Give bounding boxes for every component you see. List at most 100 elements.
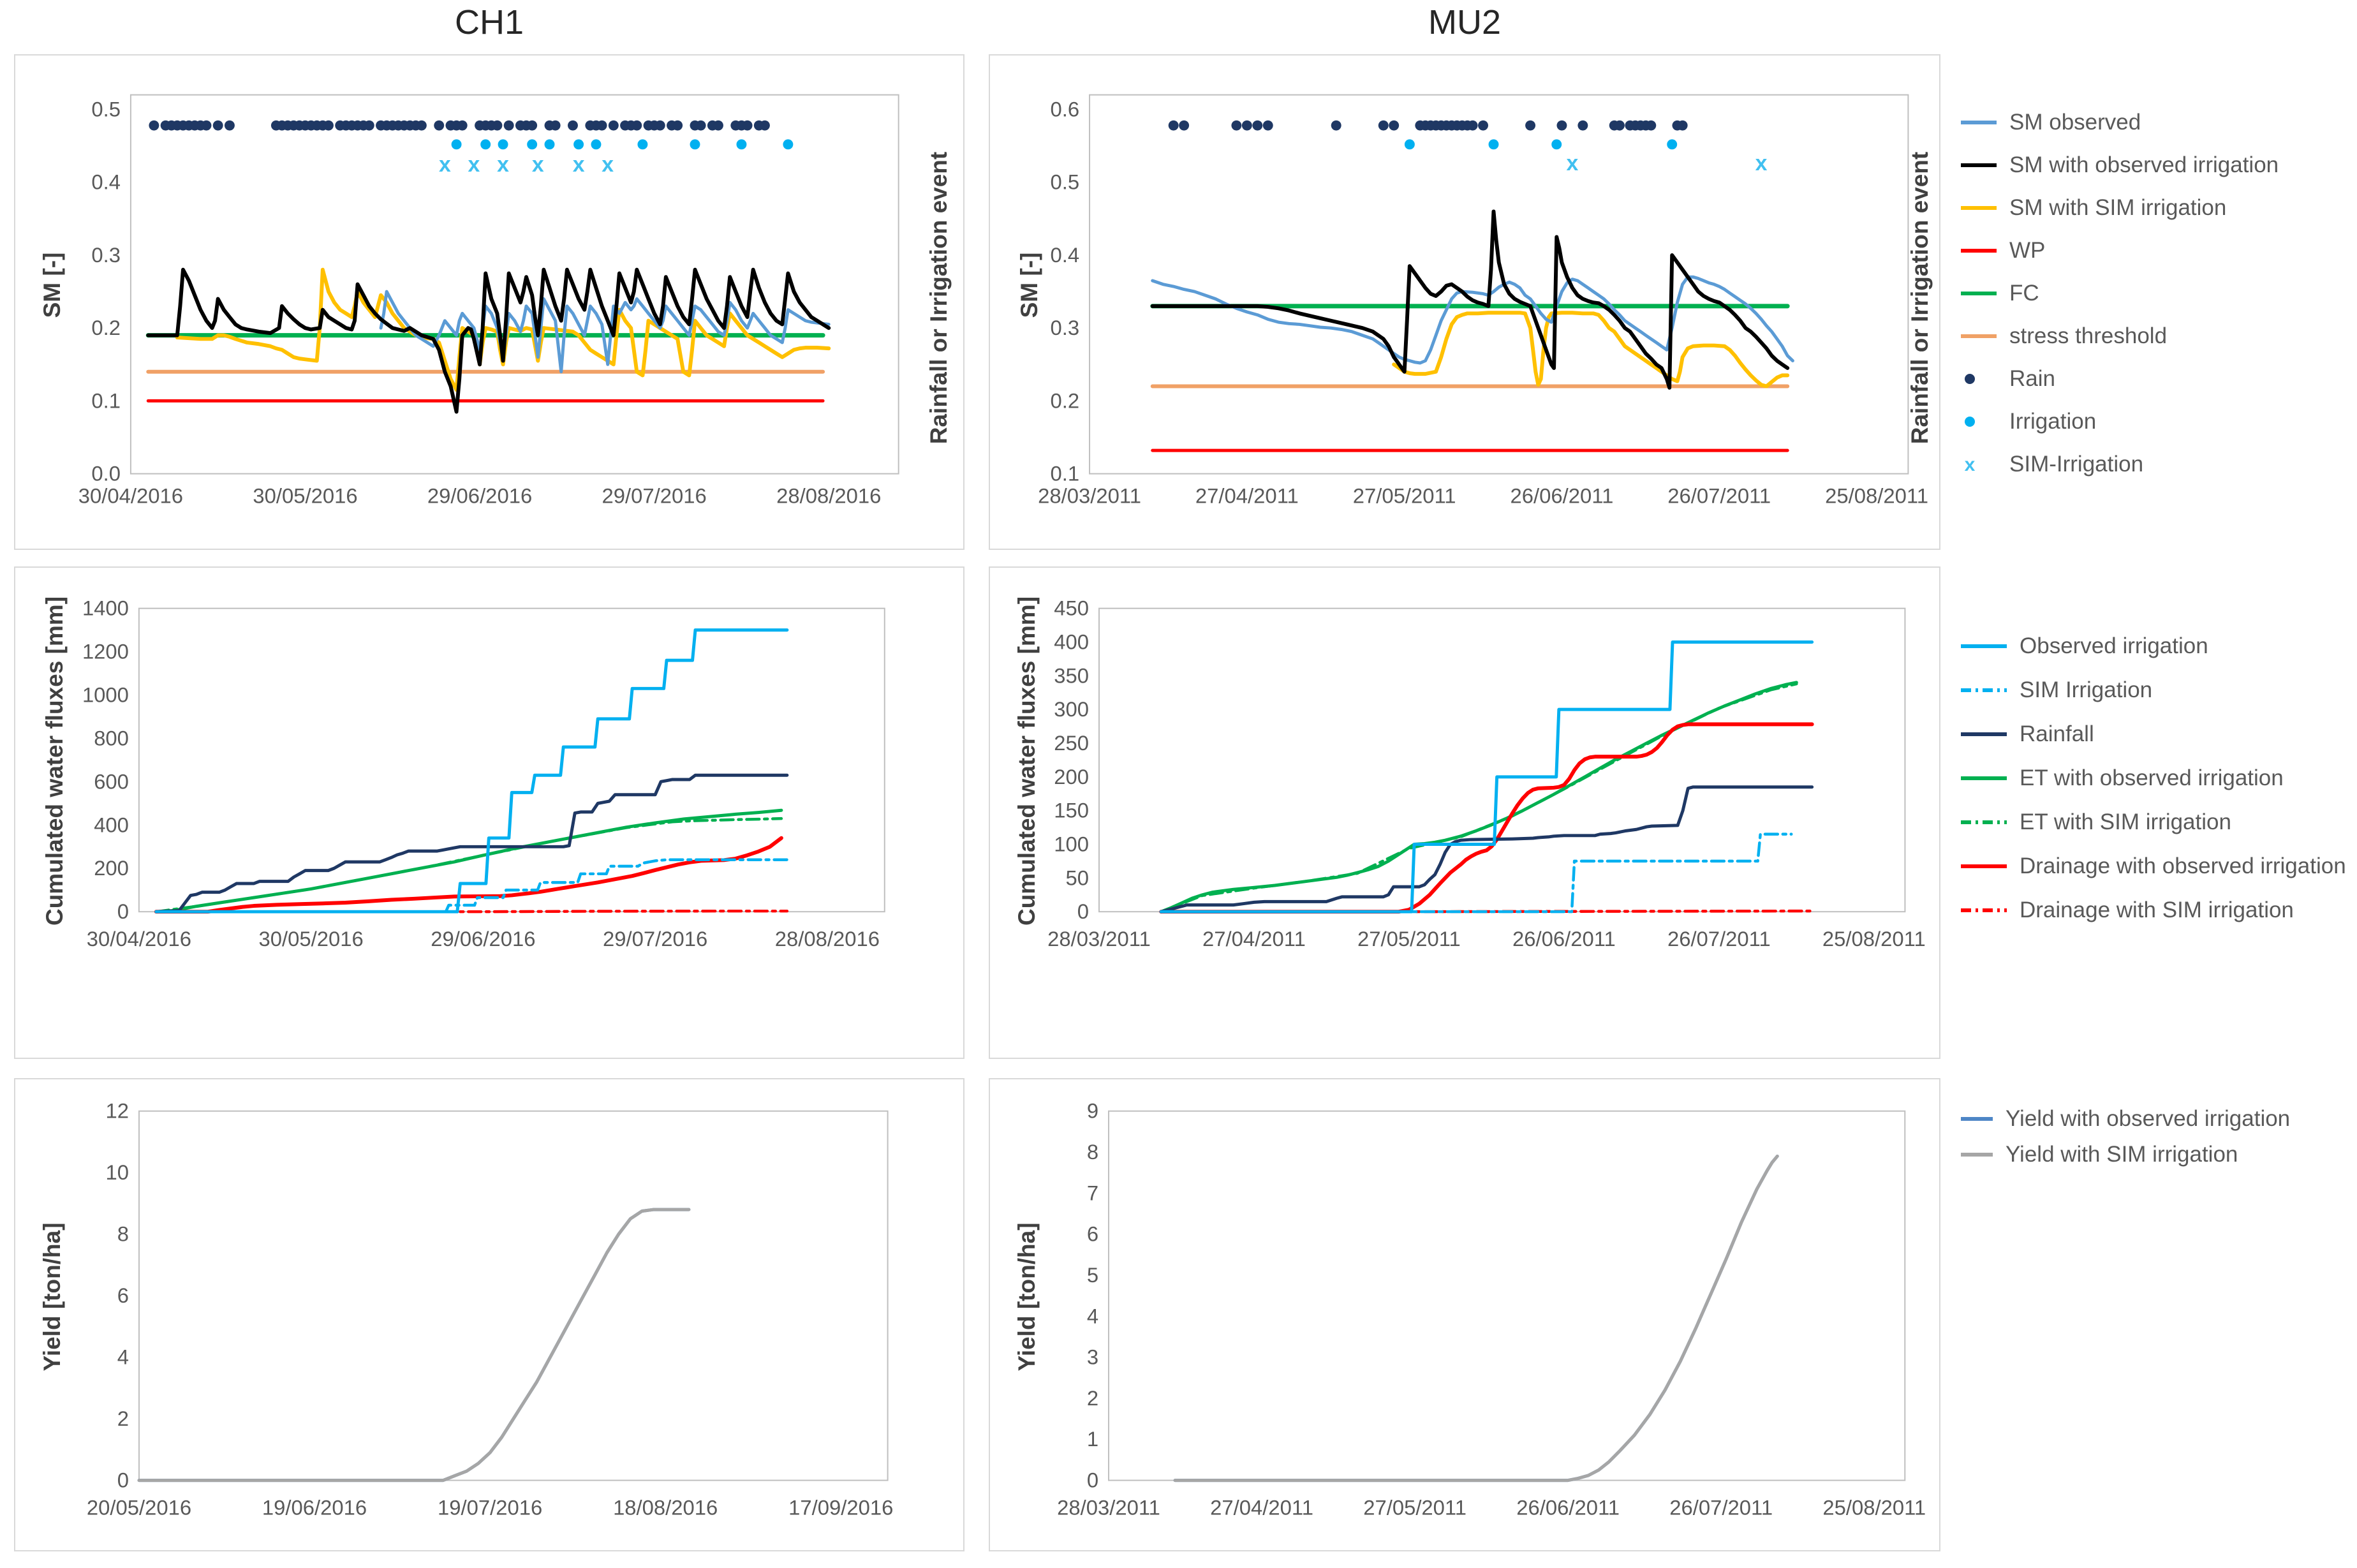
irrigation-marker (573, 139, 584, 150)
x-tick-label: 26/07/2011 (1669, 1495, 1773, 1519)
plot-area (138, 1110, 889, 1481)
sim-irrigation-marker: x (602, 152, 614, 177)
x-tick-label: 27/05/2011 (1363, 1495, 1467, 1519)
y-tick-label: 0.1 (91, 388, 121, 412)
irrigation-marker (480, 139, 491, 150)
irrigation-marker (783, 139, 794, 150)
rain-marker (1677, 120, 1688, 131)
y-tick-label: 9 (1087, 1099, 1098, 1123)
legend-line-swatch-icon (1961, 120, 1997, 124)
rain-marker (1241, 120, 1252, 131)
x-tick-label: 27/05/2011 (1353, 484, 1456, 507)
y-tick-label: 6 (117, 1283, 129, 1307)
legend-item-drainage-with-sim-irrigation: Drainage with SIM irrigation (1960, 888, 2346, 932)
x-tick-label: 28/03/2011 (1038, 484, 1141, 507)
plot-area (138, 607, 885, 913)
x-tick-label: 25/08/2011 (1825, 484, 1928, 507)
rain-marker (1262, 120, 1273, 131)
rain-marker (1525, 120, 1536, 131)
x-tick-label: 19/06/2016 (262, 1495, 367, 1519)
rain-marker (457, 120, 468, 131)
legend-line-swatch-icon (1961, 1117, 1993, 1121)
plot-area (1098, 607, 1906, 913)
y-tick-label: 0 (1087, 1468, 1098, 1492)
flux-chart-ch1: 0 200 400 600 800 1000 1200 1400 30/04/2016 30/05… (82, 596, 885, 950)
y-tick-label: 2 (1087, 1386, 1098, 1410)
rain-marker (1556, 120, 1567, 131)
legend-label: SIM Irrigation (2020, 677, 2153, 702)
legend-item-fc: FC (1960, 272, 2279, 314)
panel-mu2-flux: 0 50 100 150 200 250 300 350 400 450 28/03/2011 27/… (989, 566, 1940, 1059)
legend-line-swatch-icon (1961, 1153, 1993, 1157)
rain-marker (1646, 120, 1657, 131)
legend-line-swatch-icon (1961, 248, 1997, 253)
y-tick-label: 3 (1087, 1345, 1098, 1369)
rain-marker (201, 120, 212, 131)
legend-label: ET with SIM irrigation (2020, 809, 2231, 834)
legend-item-irrigation: Irrigation (1960, 400, 2279, 443)
plot-area (1089, 94, 1909, 475)
rain-marker (1378, 120, 1389, 131)
column-title-mu2: MU2 (1428, 3, 1501, 41)
plot-area (1108, 1110, 1906, 1481)
sm-chart-ch1: 0.0 0.1 0.2 0.3 0.4 0.5 30/04/2016 30/05/2016 29… (78, 94, 899, 507)
series-yield-with-sim-irrigation (137, 1208, 691, 1483)
legend-line-swatch-icon (1961, 334, 1997, 338)
legend-sm-charts: SM observed SM with observed irrigation SM… (1960, 101, 2279, 485)
right-axis-label: Rainfall or Irrigation event (1907, 151, 1933, 445)
rain-marker (608, 120, 619, 131)
y-tick-label: 150 (1054, 799, 1089, 822)
rain-marker (1614, 120, 1625, 131)
panel-ch1-sm: 0.0 0.1 0.2 0.3 0.4 0.5 30/04/2016 30/05/2016 29… (14, 54, 964, 550)
x-tick-label: 30/05/2016 (253, 484, 357, 507)
sim-irrigation-marker: x (532, 152, 544, 177)
series-sm-with-observed-irrigation (1150, 209, 1790, 390)
rain-marker (695, 120, 706, 131)
sim-irrigation-marker: x (468, 152, 480, 177)
irrigation-marker (451, 139, 462, 150)
y-tick-label: 1400 (82, 596, 129, 620)
x-tick-label: 17/09/2016 (788, 1495, 893, 1519)
legend-label: Observed irrigation (2020, 633, 2208, 658)
x-tick-label: 28/08/2016 (775, 927, 880, 950)
panel-ch1-flux: 0 200 400 600 800 1000 1200 1400 30/04/2016 30/05… (14, 566, 964, 1059)
rain-marker (550, 120, 561, 131)
y-tick-label: 450 (1054, 596, 1089, 620)
sim-irrigation-marker: x (1566, 151, 1578, 175)
x-tick-label: 27/04/2011 (1210, 1495, 1313, 1519)
y-tick-label: 8 (1087, 1140, 1098, 1164)
legend-item-rainfall: Rainfall (1960, 712, 2346, 756)
y-tick-label: 1200 (82, 640, 129, 663)
x-tick-label: 29/06/2016 (427, 484, 532, 507)
series-drainage-with-observed-irrigation (1159, 722, 1814, 914)
y-tick-label: 0.4 (1050, 243, 1079, 267)
legend-label: stress threshold (2009, 323, 2168, 348)
x-tick-label: 28/08/2016 (776, 484, 881, 507)
series-rainfall (154, 773, 789, 913)
x-tick-label: 20/05/2016 (87, 1495, 191, 1519)
x-tick-label: 30/04/2016 (87, 927, 191, 950)
legend-item-rain: Rain (1960, 357, 2279, 400)
legend-item-sim-irrigation: SIM Irrigation (1960, 668, 2346, 712)
rain-marker (654, 120, 665, 131)
x-tick-label: 27/04/2011 (1195, 484, 1299, 507)
legend-label: Rainfall (2020, 721, 2094, 746)
legend-item-wp: WP (1960, 229, 2279, 272)
y-tick-label: 0.1 (1050, 462, 1079, 485)
column-title-ch1: CH1 (454, 3, 524, 41)
series-et-with-observed-irrigation (1159, 681, 1798, 913)
irrigation-marker (527, 139, 538, 150)
legend-x-swatch-icon: x (1965, 456, 1976, 473)
rain-marker (1467, 120, 1478, 131)
irrigation-marker (1488, 139, 1499, 150)
y-tick-label: 0.5 (1050, 170, 1079, 194)
legend-line-swatch-icon (1961, 732, 2007, 736)
panel-mu2-sm: 0.1 0.2 0.3 0.4 0.5 0.6 28/03/2011 27/04/2011 27… (989, 54, 1940, 550)
y-tick-label: 0 (117, 899, 129, 923)
x-tick-label: 30/05/2016 (258, 927, 363, 950)
y-tick-label: 0 (1077, 899, 1089, 923)
legend-dashdot-swatch-icon (1961, 908, 2007, 912)
x-tick-label: 29/07/2016 (603, 927, 707, 950)
series-sm-with-sim-irrigation (175, 267, 831, 392)
x-tick-label: 18/08/2016 (613, 1495, 718, 1519)
